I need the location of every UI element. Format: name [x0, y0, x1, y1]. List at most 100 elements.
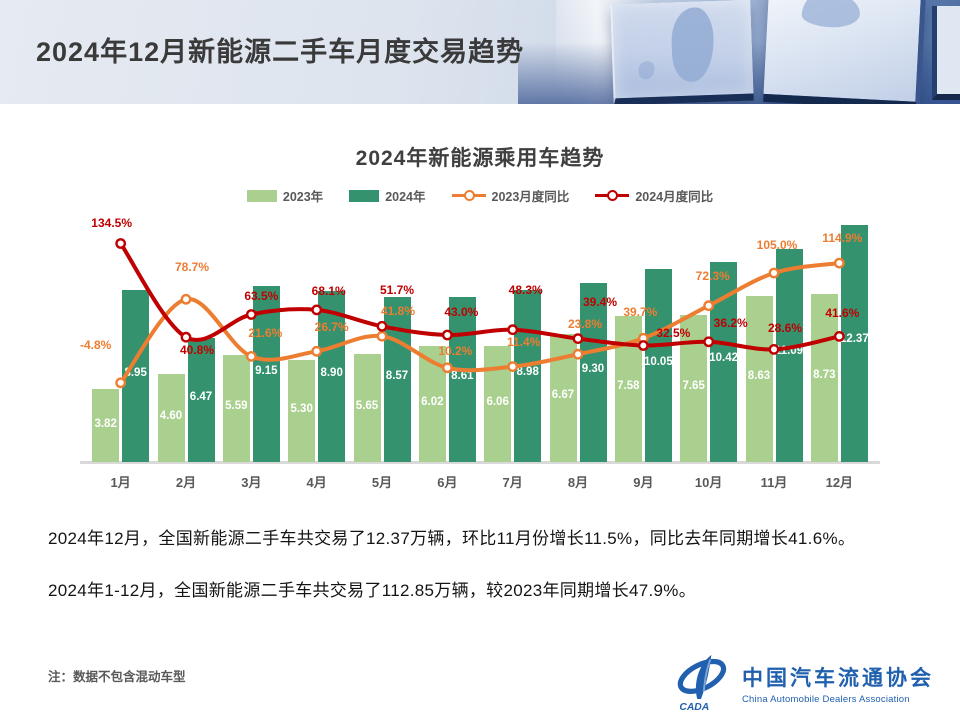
marker-2023月度同比 [507, 361, 519, 373]
bar-value-label: 8.98 [516, 366, 539, 379]
marker-2024月度同比 [376, 320, 388, 332]
x-axis-label-5月: 5月 [371, 475, 393, 490]
cada-logo: CADA 中国汽车流通协会 China Automobile Dealers A… [668, 652, 934, 714]
pct-label-2024月度同比-6月: 43.0% [444, 305, 479, 319]
globe-cube-icon [610, 0, 754, 104]
footnote: 注：数据不包含混动车型 [48, 670, 186, 684]
trend-lines-svg [115, 238, 845, 389]
bar-value-label: 8.61 [451, 370, 474, 383]
legend-item-0: 2023年 [246, 186, 324, 205]
bar-2023年-7月: 6.06 [484, 345, 512, 462]
pct-label-2024月度同比-9月: 32.5% [656, 325, 691, 340]
legend-label: 2023年 [282, 190, 324, 204]
marker-2024月度同比 [703, 336, 715, 348]
legend-line-marker-icon [595, 189, 630, 201]
pct-label-2024月度同比-11月: 28.6% [767, 321, 803, 336]
logo-abbr-text: CADA [679, 702, 709, 713]
bar-value-label: 7.65 [682, 379, 705, 392]
map-texture [638, 60, 655, 80]
pct-label-2023月度同比-6月: 10.2% [438, 343, 473, 358]
pct-label-2023月度同比-9月: 39.7% [623, 305, 658, 320]
marker-2024月度同比 [572, 333, 584, 345]
marker-2024月度同比 [245, 309, 257, 320]
bar-value-label: 10.05 [643, 355, 673, 368]
x-axis-label-12月: 12月 [825, 475, 854, 490]
bar-2024年-3月: 9.15 [252, 286, 280, 462]
bar-value-label: 6.02 [421, 395, 444, 408]
pct-label-2024月度同比-10月: 36.2% [713, 315, 748, 330]
x-axis-label-8月: 8月 [567, 475, 589, 490]
map-texture [801, 0, 861, 29]
pct-label-2024月度同比-12月: 41.6% [825, 306, 860, 321]
x-axis-label-3月: 3月 [241, 475, 262, 490]
bar-2024年-11月: 11.09 [775, 249, 803, 462]
marker-2024月度同比 [441, 329, 453, 341]
bar-value-label: 8.63 [747, 369, 771, 382]
bar-2024年-12月: 12.37 [840, 224, 869, 462]
x-axis-label-6月: 6月 [437, 475, 458, 490]
pct-label-2024月度同比-5月: 51.7% [379, 283, 415, 298]
bar-value-label: 6.47 [189, 391, 213, 404]
pct-label-2023月度同比-1月: -4.8% [79, 337, 112, 352]
bar-2023年-4月: 5.30 [288, 360, 316, 462]
legend-swatch-icon [349, 189, 380, 202]
pct-label-2024月度同比-3月: 63.5% [244, 288, 279, 303]
legend-label: 2023月度同比 [491, 190, 570, 204]
marker-2023月度同比 [180, 293, 192, 305]
legend-swatch-icon [246, 189, 277, 202]
bar-value-label: 3.82 [94, 417, 117, 430]
pct-label-2023月度同比-3月: 21.6% [248, 326, 283, 341]
bar-2024年-10月: 10.42 [709, 261, 738, 462]
bar-value-label: 8.73 [813, 368, 836, 381]
x-axis-label-10月: 10月 [694, 475, 723, 490]
bar-value-label: 9.30 [581, 363, 605, 376]
pct-label-2024月度同比-8月: 39.4% [582, 294, 618, 309]
marker-2024月度同比 [833, 330, 845, 342]
pct-label-2023月度同比-4月: 26.7% [314, 320, 349, 335]
bar-value-label: 8.57 [385, 370, 409, 383]
summary-line-1: 2024年12月，全国新能源二手车共交易了12.37万辆，环比11月份增长11.… [48, 529, 856, 548]
x-axis-label-7月: 7月 [502, 475, 523, 490]
marker-2024月度同比 [311, 304, 323, 316]
bar-2023年-5月: 5.65 [353, 353, 381, 462]
legend-label: 2024年 [385, 190, 426, 204]
summary-line-2: 2024年1-12月，全国新能源二手车共交易了112.85万辆，较2023年同期… [48, 581, 696, 600]
legend-line-marker-icon [451, 189, 486, 201]
marker-2023月度同比 [245, 350, 257, 362]
bar-value-label: 4.60 [159, 410, 183, 423]
bar-value-label: 8.90 [320, 367, 343, 380]
bar-2024年-9月: 10.05 [643, 269, 673, 462]
chart-legend: 2023年 2024年 2023月度同比 2024月度同比 [0, 186, 960, 205]
legend-item-2: 2023月度同比 [451, 186, 570, 205]
bar-value-label: 5.30 [290, 403, 313, 416]
x-axis-label-4月: 4月 [306, 475, 327, 490]
marker-2023月度同比 [833, 257, 845, 269]
map-texture [670, 6, 716, 83]
legend-ring-icon [607, 189, 619, 201]
bar-value-label: 7.58 [617, 380, 640, 393]
pct-label-2023月度同比-7月: 11.4% [506, 334, 541, 349]
marker-2024月度同比 [180, 331, 192, 343]
bar-2024年-5月: 8.57 [383, 297, 411, 462]
pct-label-2023月度同比-2月: 78.7% [174, 260, 210, 275]
bar-value-label: 9.15 [255, 364, 278, 377]
marker-2023月度同比 [311, 345, 323, 357]
bar-2023年-3月: 5.59 [222, 354, 250, 462]
bar-2023年-1月: 3.82 [92, 388, 120, 462]
x-axis-line [80, 461, 880, 464]
marker-2023月度同比 [768, 267, 780, 279]
globe-cube-icon [932, 6, 960, 100]
marker-2023月度同比 [376, 330, 388, 342]
marker-2023月度同比 [441, 362, 453, 374]
header-banner: 2024年12月新能源二手车月度交易趋势 [0, 0, 960, 104]
marker-2023月度同比 [572, 348, 584, 360]
bar-2024年-6月: 8.61 [448, 296, 476, 462]
summary-text: 2024年12月，全国新能源二手车共交易了12.37万辆，环比11月份增长11.… [48, 524, 928, 628]
x-axis-label-1月: 1月 [110, 475, 131, 490]
marker-2023月度同比 [115, 377, 127, 389]
marker-2024月度同比 [507, 324, 519, 336]
pct-label-2024月度同比-7月: 48.3% [508, 282, 543, 297]
pct-label-2023月度同比-5月: 41.8% [380, 304, 416, 319]
legend-item-1: 2024年 [349, 186, 426, 205]
